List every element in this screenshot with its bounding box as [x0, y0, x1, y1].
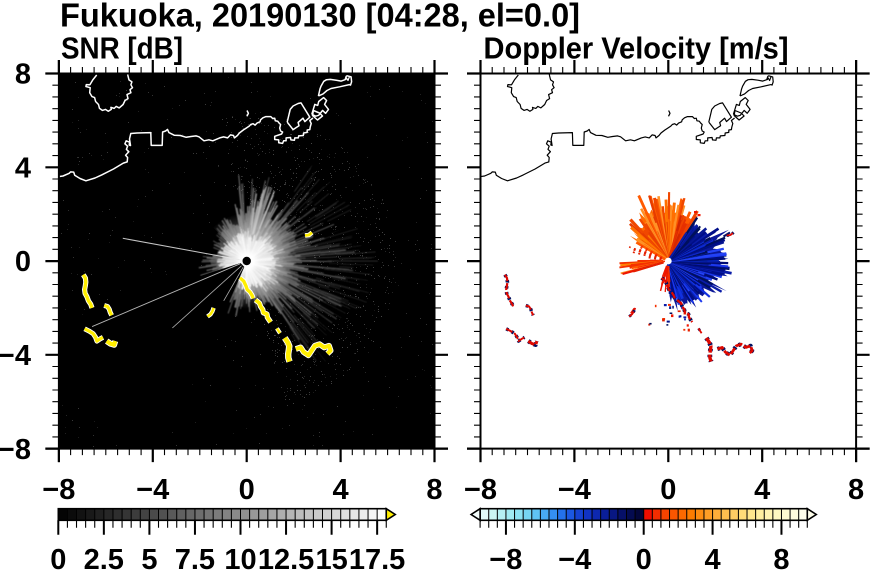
svg-text:−8: −8 — [464, 474, 497, 506]
svg-text:−4: −4 — [558, 544, 591, 570]
svg-text:8: 8 — [15, 59, 31, 91]
svg-text:Doppler Velocity [m/s]: Doppler Velocity [m/s] — [484, 30, 789, 65]
svg-text:0: 0 — [636, 544, 652, 570]
svg-text:0: 0 — [50, 544, 66, 570]
svg-text:−4: −4 — [136, 474, 169, 506]
svg-text:SNR [dB]: SNR [dB] — [61, 30, 183, 65]
svg-text:−8: −8 — [42, 474, 75, 506]
svg-text:5: 5 — [141, 544, 157, 570]
svg-text:8: 8 — [848, 474, 864, 506]
svg-text:4: 4 — [15, 153, 31, 185]
svg-text:0: 0 — [239, 474, 255, 506]
svg-text:0: 0 — [660, 474, 676, 506]
svg-text:−8: −8 — [489, 544, 522, 570]
svg-text:2.5: 2.5 — [84, 544, 124, 570]
svg-text:−4: −4 — [558, 474, 591, 506]
svg-text:10: 10 — [224, 544, 256, 570]
svg-text:4: 4 — [333, 474, 349, 506]
svg-text:17.5: 17.5 — [349, 544, 405, 570]
svg-text:7.5: 7.5 — [175, 544, 215, 570]
svg-text:12.5: 12.5 — [258, 544, 314, 570]
svg-text:4: 4 — [705, 544, 721, 570]
svg-text:Fukuoka, 20190130 [04:28, el=0: Fukuoka, 20190130 [04:28, el=0.0] — [60, 0, 580, 34]
svg-text:15: 15 — [315, 544, 347, 570]
svg-text:0: 0 — [15, 246, 31, 278]
svg-text:8: 8 — [426, 474, 442, 506]
svg-text:8: 8 — [773, 544, 789, 570]
svg-text:−4: −4 — [0, 340, 31, 372]
svg-text:4: 4 — [754, 474, 770, 506]
svg-text:−8: −8 — [0, 434, 31, 466]
